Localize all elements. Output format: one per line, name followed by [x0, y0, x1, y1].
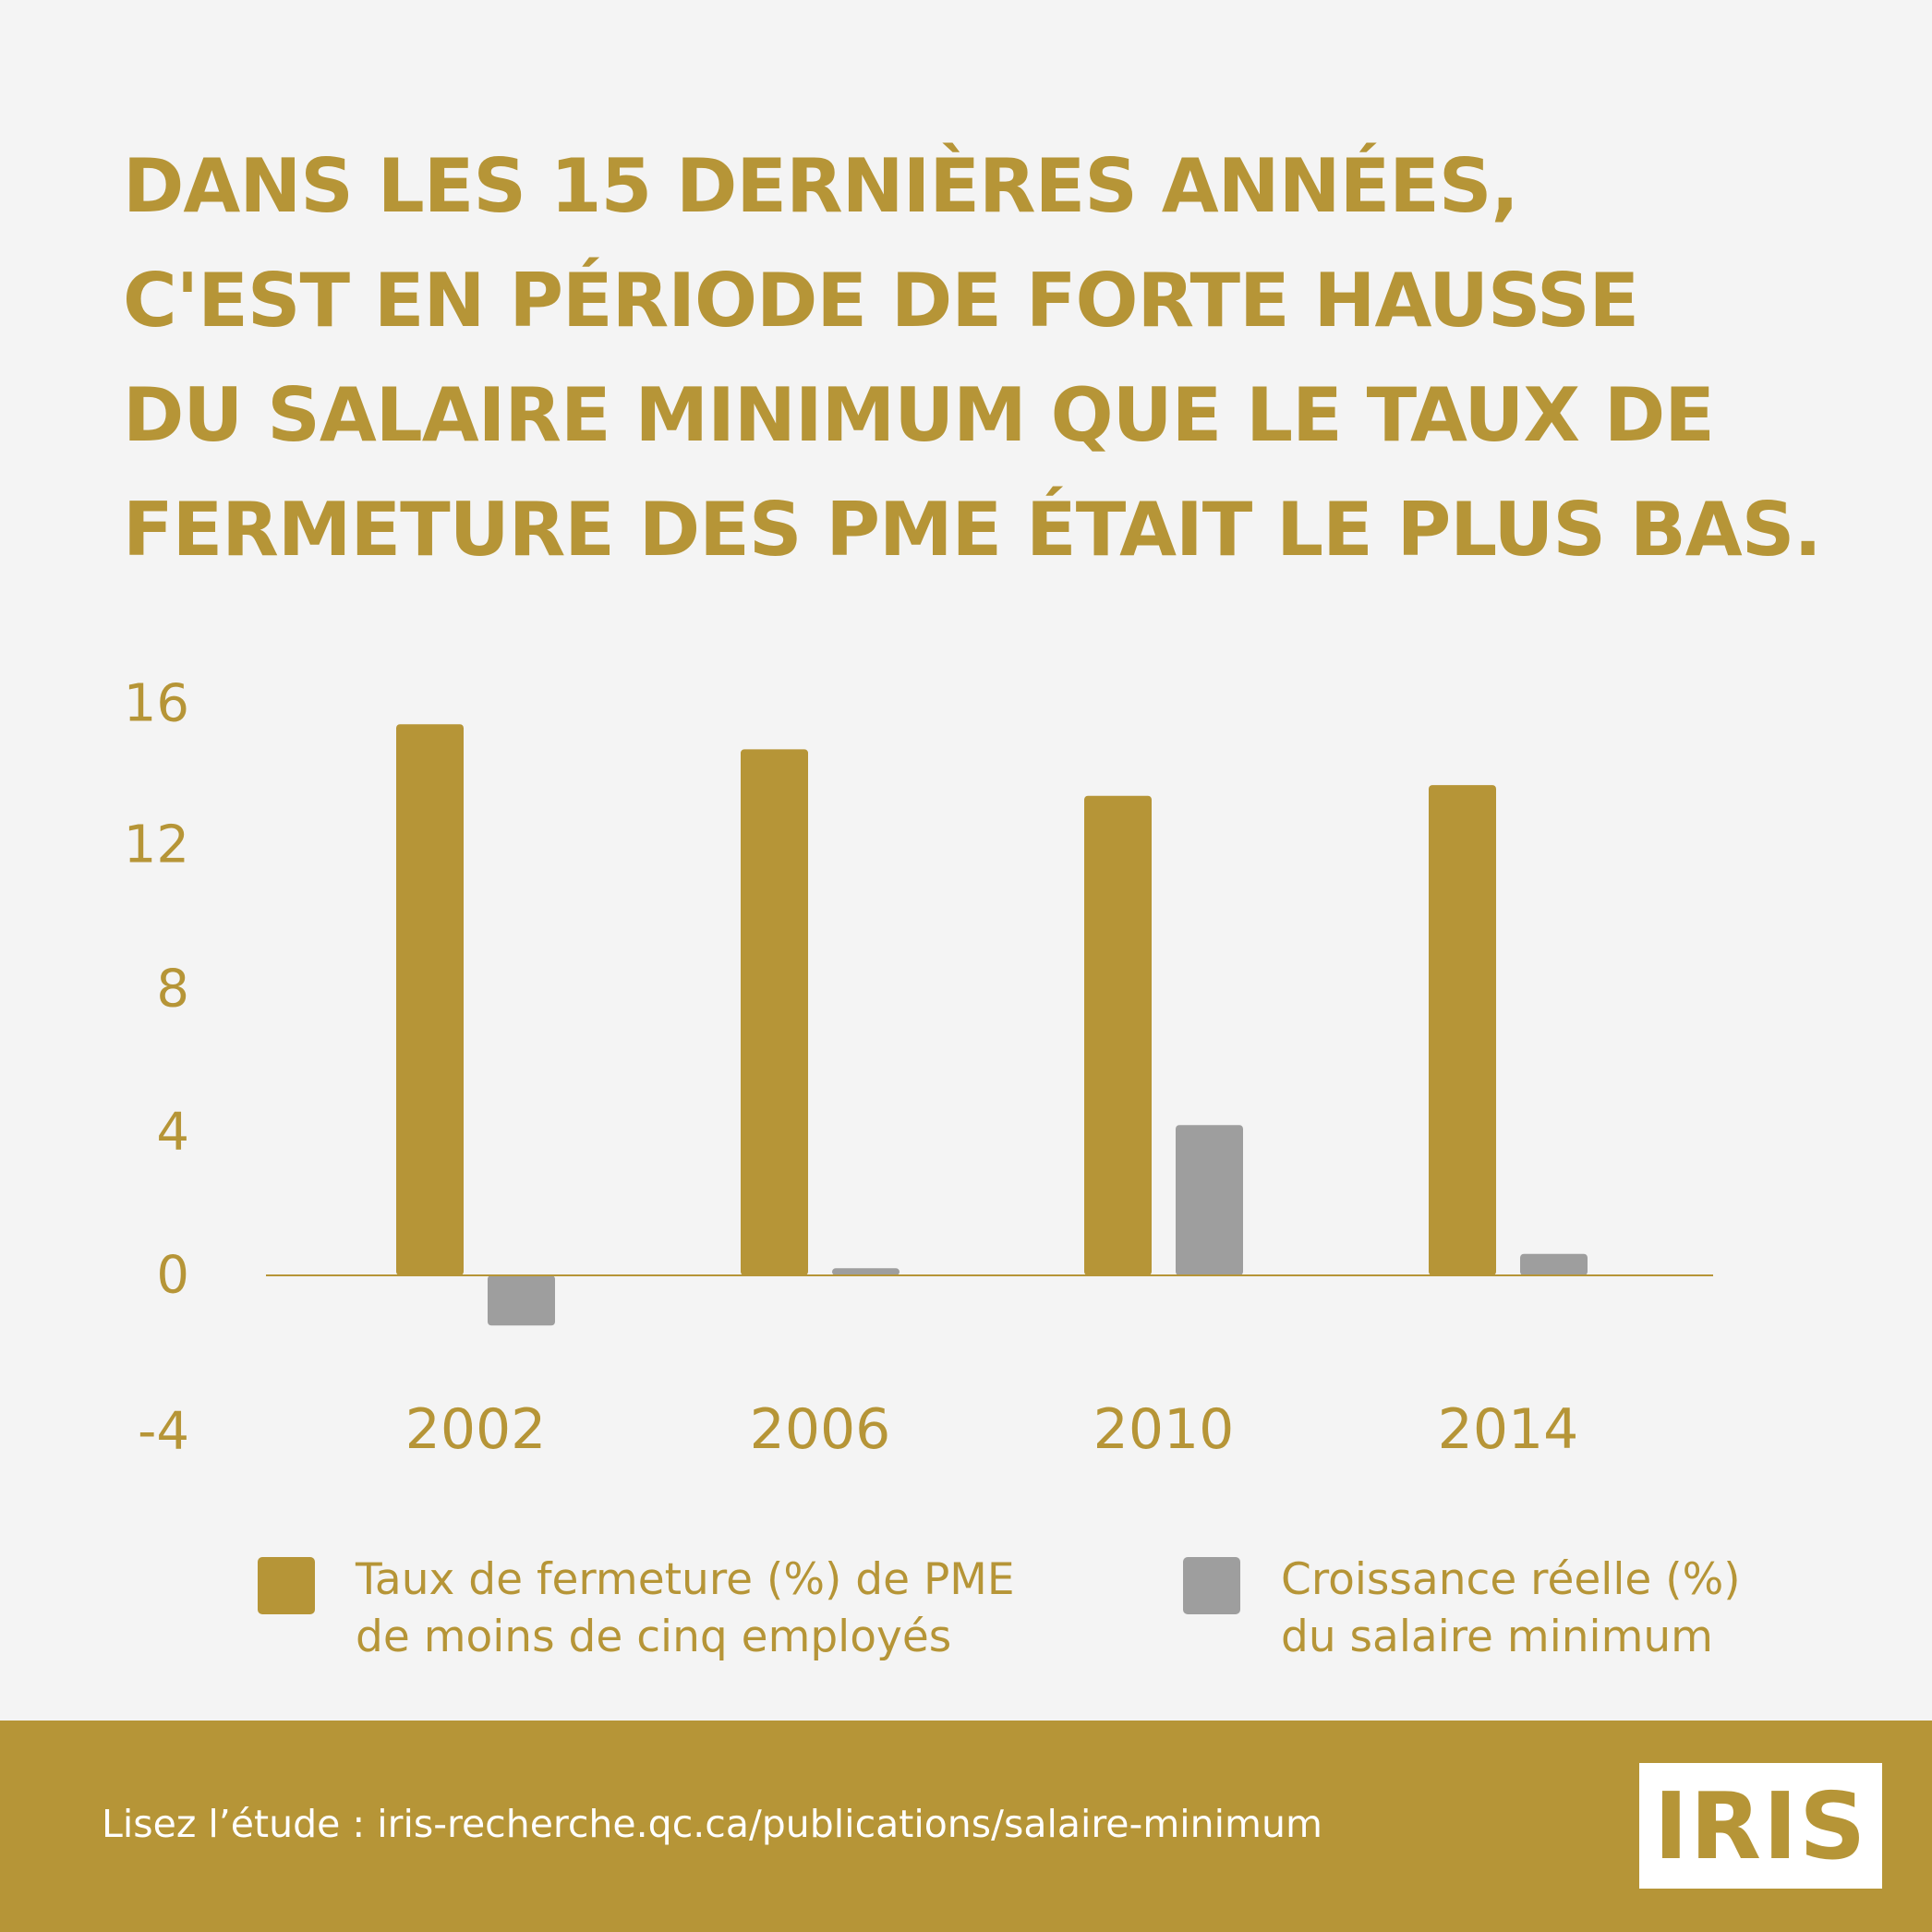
legend-label: Croissance réelle (%) du salaire minimum	[1281, 1554, 1741, 1662]
headline-line: DANS LES 15 DERNIÈRES ANNÉES,	[123, 143, 1519, 229]
study-link[interactable]: Lisez l’étude : iris-recherche.qc.ca/pub…	[102, 1802, 1322, 1846]
legend-item-wage-growth: Croissance réelle (%) du salaire minimum	[1183, 1552, 1741, 1666]
x-tick-label: 2002	[405, 1397, 547, 1462]
headline-line: FERMETURE DES PME ÉTAIT LE PLUS BAS.	[123, 487, 1822, 573]
y-tick-label: 8	[156, 960, 189, 1020]
iris-logo: IRIS	[1639, 1763, 1882, 1889]
x-tick-label: 2010	[1093, 1397, 1235, 1462]
y-tick-label: 16	[124, 674, 189, 734]
y-tick-label: 4	[156, 1103, 189, 1163]
bar-wage-growth-2002	[488, 1275, 555, 1326]
bar-closure-rate-2014	[1429, 785, 1496, 1275]
bar-closure-rate-2006	[741, 749, 808, 1275]
legend-label: Taux de fermeture (%) de PME de moins de…	[356, 1554, 1015, 1662]
bar-wage-growth-2010	[1176, 1125, 1243, 1275]
y-tick-label: 12	[124, 815, 189, 875]
y-tick-label: -4	[138, 1402, 189, 1462]
bar-closure-rate-2002	[396, 724, 464, 1275]
x-tick-label: 2006	[750, 1397, 891, 1462]
bar-chart: 16 12 8 4 0 -4 2002 2006 2010 2014	[124, 674, 1713, 1462]
legend-swatch-gold	[258, 1557, 315, 1614]
footer-bar: Lisez l’étude : iris-recherche.qc.ca/pub…	[0, 1721, 1932, 1932]
page-title: DANS LES 15 DERNIÈRES ANNÉES, C'EST EN P…	[123, 129, 1878, 587]
bar-wage-growth-2014	[1520, 1253, 1588, 1275]
logo-text: IRIS	[1653, 1771, 1868, 1880]
x-tick-label: 2014	[1438, 1397, 1579, 1462]
bar-closure-rate-2010	[1084, 795, 1152, 1275]
headline-line: DU SALAIRE MINIMUM QUE LE TAUX DE	[123, 372, 1715, 458]
bar-wage-growth-2006	[832, 1268, 900, 1275]
y-tick-label: 0	[156, 1246, 189, 1306]
legend-swatch-gray	[1183, 1557, 1240, 1614]
headline-line: C'EST EN PÉRIODE DE FORTE HAUSSE	[123, 258, 1639, 344]
legend-item-closure-rate: Taux de fermeture (%) de PME de moins de…	[258, 1552, 1015, 1666]
